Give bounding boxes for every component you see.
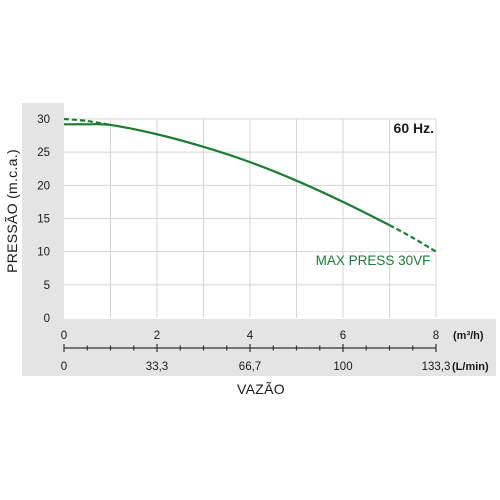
plot-area	[64, 103, 496, 319]
series-group	[63, 117, 437, 253]
x-tick-labels: 0 2 4 6 8	[61, 330, 439, 342]
series-label: MAX PRESS 30VF	[316, 253, 431, 268]
x-tick-label: 6	[340, 330, 346, 342]
x-secondary-tick-label: 33,3	[146, 361, 168, 373]
x-secondary-tick-label: 133,3	[422, 361, 451, 373]
x-secondary-tick-label: 0	[61, 361, 67, 373]
y-tick-label: 30	[37, 114, 50, 126]
y-tick-labels: 0 5 10 15 20 25 30	[37, 114, 50, 325]
y-axis-band	[22, 103, 64, 319]
y-tick-label: 10	[37, 247, 50, 259]
x-tick-label: 0	[61, 330, 67, 342]
x-unit-secondary: (L/min)	[452, 361, 489, 373]
x-axis-title: VAZÃO	[237, 381, 285, 397]
frequency-label: 60 Hz.	[394, 120, 434, 136]
y-tick-label: 25	[37, 147, 50, 159]
y-tick-label: 5	[44, 280, 50, 292]
series-line-dashed-start	[63, 117, 111, 127]
x-tick-label: 8	[433, 330, 439, 342]
series-line-dashed-end	[388, 224, 437, 253]
x-secondary-tick-label: 100	[333, 361, 352, 373]
series-line-solid	[63, 122, 390, 227]
y-tick-label: 0	[44, 313, 50, 325]
y-tick-label: 20	[37, 180, 50, 192]
x-tick-label: 2	[154, 330, 160, 342]
x-tick-label: 4	[247, 330, 254, 342]
x-secondary-tick-label: 66,7	[239, 361, 261, 373]
y-axis-title: PRESSÃO (m.c.a.)	[4, 149, 20, 273]
y-tick-label: 15	[37, 214, 50, 226]
x-unit-primary: (m³/h)	[453, 330, 484, 342]
grid	[64, 118, 437, 318]
secondary-x-axis: 0 33,3 66,7 100 133,3	[61, 344, 451, 373]
